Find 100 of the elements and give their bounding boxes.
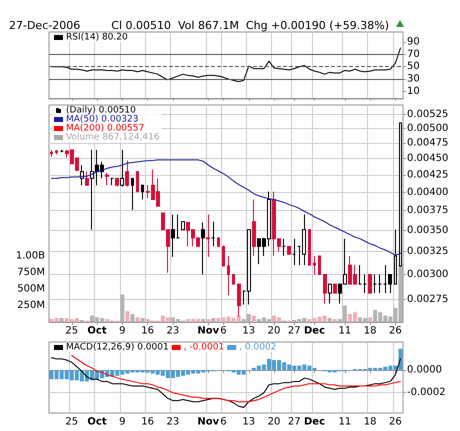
candlestick xyxy=(115,178,119,188)
y-tick-label: 0.00350 xyxy=(407,224,448,236)
candlestick xyxy=(85,171,89,186)
candlestick xyxy=(318,256,321,275)
y-tick-label: 0.00475 xyxy=(407,138,448,149)
candlestick xyxy=(328,284,332,304)
y2-tick-label: 1.00B xyxy=(16,250,46,262)
y-tick-label: 30 xyxy=(407,74,420,85)
candlestick xyxy=(206,214,210,258)
x-tick-label: Nov xyxy=(197,416,220,428)
candlestick xyxy=(222,246,225,267)
candlestick xyxy=(181,221,185,230)
chart-title: 27-Dec-2006 xyxy=(9,19,80,32)
candlestick xyxy=(201,222,205,275)
legend-label: , -0.0001 xyxy=(184,342,224,352)
y2-tick-label: 500M xyxy=(17,284,45,295)
x-tick-label: Nov xyxy=(197,326,220,336)
candlestick xyxy=(287,246,291,255)
x-tick-label: 20 xyxy=(268,326,280,336)
x-tick-label: Dec xyxy=(304,416,326,428)
line-series xyxy=(51,159,401,256)
x-tick-label: 27 xyxy=(288,416,301,428)
candlestick xyxy=(227,256,230,296)
y-tick-label: 70 xyxy=(407,48,420,60)
y-tick-label: 0.00450 xyxy=(407,153,448,164)
x-tick-label: Oct xyxy=(87,416,107,428)
candlestick xyxy=(358,264,362,285)
candlestick xyxy=(373,274,377,294)
x-tick-label: 16 xyxy=(141,416,154,428)
line-series xyxy=(71,355,401,402)
y-tick-label: 0.00275 xyxy=(407,294,448,305)
x-tick-label: 6 xyxy=(220,326,227,336)
legend-label: RSI(14) 80.20 xyxy=(66,32,128,42)
x-tick-label: 11 xyxy=(338,416,352,428)
candlestick xyxy=(80,164,84,186)
y-tick-label: 0.00375 xyxy=(407,205,448,216)
candlestick xyxy=(232,274,235,285)
y2-tick-label: 750M xyxy=(17,267,45,278)
candlestick xyxy=(378,274,382,294)
x-tick-label: 23 xyxy=(166,416,180,428)
candlestick xyxy=(308,229,311,266)
line-series xyxy=(51,48,401,82)
y-tick-label: 0.00525 xyxy=(407,109,448,120)
candlestick xyxy=(282,238,286,257)
legend-label: Volume 867,124,416 xyxy=(66,132,160,142)
y-tick-label: 0.00425 xyxy=(407,169,448,180)
legend-label: MA(50) 0.00323 xyxy=(66,114,138,124)
x-tick-label: Dec xyxy=(304,326,326,336)
line-series xyxy=(51,357,401,408)
y-tick-label: -0.0002 xyxy=(407,387,446,398)
candlestick xyxy=(323,274,327,304)
candlestick xyxy=(363,274,367,294)
x-tick-label: 9 xyxy=(119,416,126,428)
x-tick-label: 26 xyxy=(389,416,402,428)
x-tick-label: 13 xyxy=(242,326,256,336)
y-tick-label: 0.00325 xyxy=(407,246,448,258)
legend-label: (Daily) 0.00510 xyxy=(66,106,136,116)
x-tick-label: 27 xyxy=(288,326,301,336)
candlestick xyxy=(105,172,109,186)
y-tick-label: 0.00500 xyxy=(407,123,448,134)
y2-tick-label: 250M xyxy=(17,300,45,312)
candlestick xyxy=(141,184,144,200)
candlestick xyxy=(368,274,372,294)
candlestick xyxy=(131,178,134,210)
candlestick xyxy=(313,256,316,275)
chart-subtitle: Cl 0.00510 Vol 867.1M Chg +0.00190 (+59.38%) xyxy=(111,19,389,32)
y-tick-label: 50 xyxy=(407,61,420,72)
y-tick-label: 10 xyxy=(407,86,420,98)
candlestick xyxy=(125,160,129,188)
x-tick-label: 20 xyxy=(268,416,280,428)
y-tick-label: 0.00300 xyxy=(407,268,448,280)
x-tick-label: 18 xyxy=(364,416,376,428)
x-tick-label: 18 xyxy=(364,326,376,336)
legend-label: MACD(12,26,9) 0.0001 xyxy=(66,342,169,352)
candlestick xyxy=(110,178,114,186)
y-tick-label: 90 xyxy=(407,36,420,48)
x-tick-label: 16 xyxy=(141,326,154,336)
x-tick-label: 25 xyxy=(65,326,78,336)
candlestick xyxy=(50,149,53,158)
candlestick xyxy=(333,284,337,294)
candlestick xyxy=(136,171,139,193)
x-tick-label: 25 xyxy=(65,416,78,428)
x-tick-label: Oct xyxy=(87,326,107,336)
x-tick-label: 11 xyxy=(338,326,352,336)
legend-label: MA(200) 0.00557 xyxy=(66,124,144,134)
candlestick xyxy=(120,149,124,188)
y-tick-label: 0.0000 xyxy=(407,364,442,376)
candlestick xyxy=(394,229,397,285)
legend-label: , 0.0002 xyxy=(239,342,276,352)
candlestick xyxy=(217,237,220,247)
x-tick-label: 26 xyxy=(389,326,402,336)
x-tick-label: 13 xyxy=(242,416,256,428)
candlestick xyxy=(211,221,215,247)
candlestick xyxy=(55,149,58,155)
x-tick-label: 9 xyxy=(119,326,126,336)
candlestick xyxy=(292,238,296,266)
candlestick xyxy=(252,199,256,257)
x-tick-label: 6 xyxy=(220,416,227,428)
x-tick-label: 23 xyxy=(166,326,180,336)
y-tick-label: 0.00400 xyxy=(407,186,448,198)
